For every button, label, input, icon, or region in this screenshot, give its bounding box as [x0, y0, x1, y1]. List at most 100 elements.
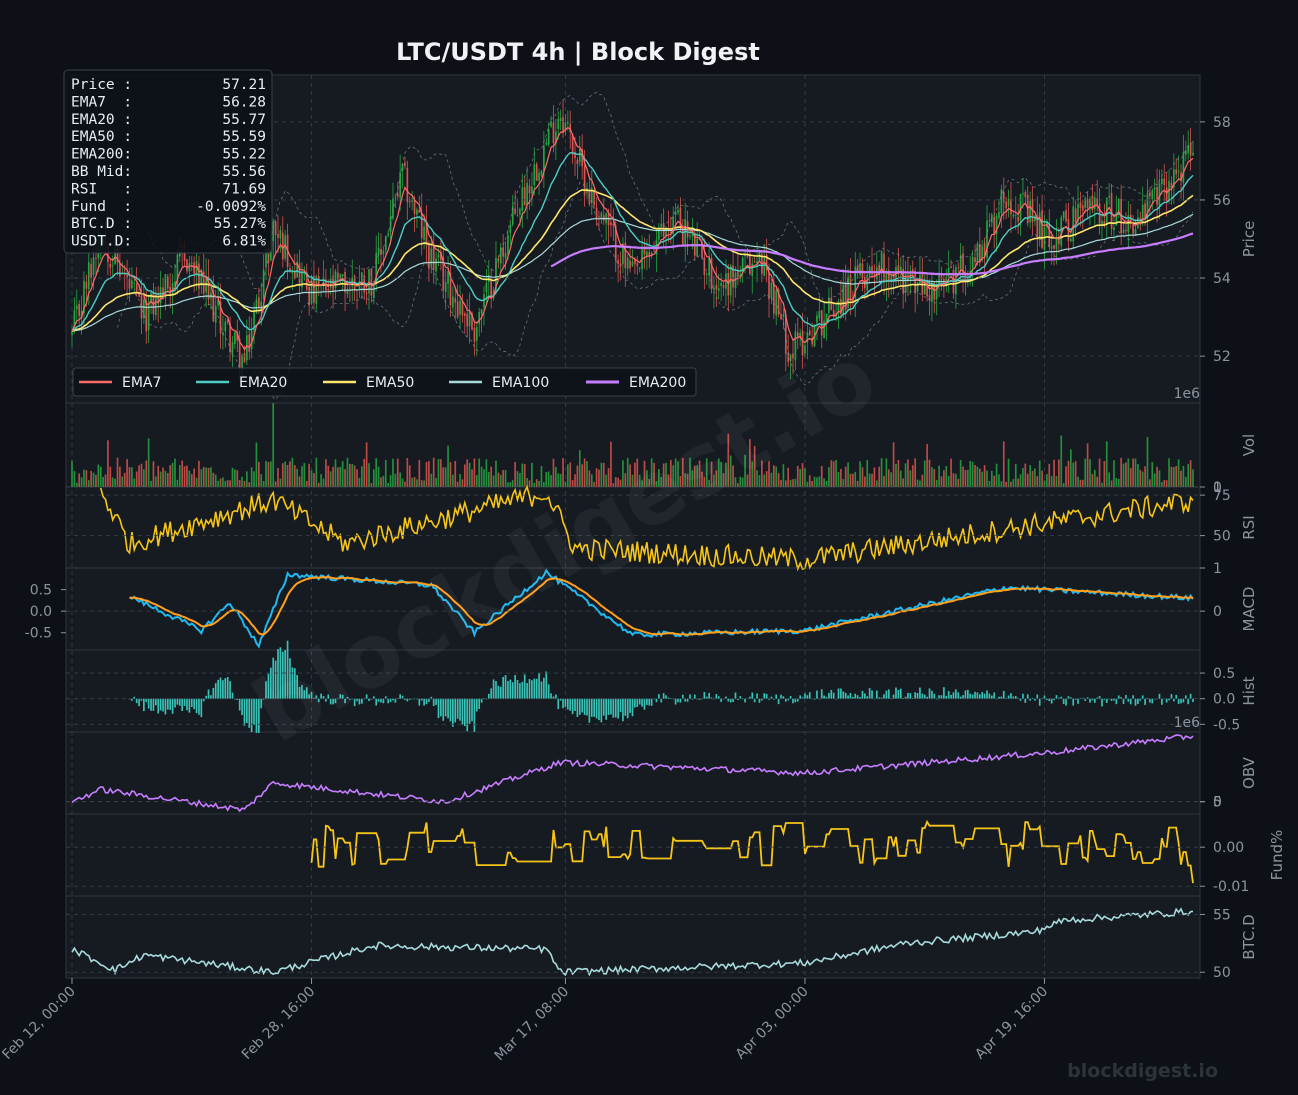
histogram-bar [428, 698, 430, 702]
volume-bar [943, 470, 945, 487]
histogram-bar [710, 697, 713, 699]
histogram-bar [715, 694, 718, 699]
histogram-bar [351, 698, 354, 700]
candle-body [789, 354, 792, 362]
candle-body [1007, 198, 1010, 206]
candle-body [986, 220, 988, 258]
volume-bar [507, 482, 509, 487]
obv-offset-text: 1e6 [1174, 715, 1201, 731]
candle-body [552, 122, 555, 144]
volume-bar [1175, 466, 1178, 487]
histogram-bar [923, 694, 926, 699]
candle-body [483, 294, 485, 308]
volume-bar [875, 480, 878, 487]
volume-bar [169, 465, 172, 487]
volume-bar [892, 442, 895, 487]
volume-bar [923, 460, 926, 487]
volume-bar [782, 464, 785, 487]
histogram-bar [1046, 698, 1048, 700]
volume-bar [1086, 443, 1089, 487]
candle-body [576, 159, 579, 165]
histogram-bar [749, 696, 751, 699]
histogram-bar [435, 698, 437, 706]
volume-bar [1187, 464, 1190, 487]
histogram-bar [408, 698, 411, 700]
volume-bar [301, 466, 303, 487]
histogram-bar [1014, 696, 1017, 699]
candle-body [648, 252, 651, 256]
histogram-bar [521, 681, 524, 699]
histogram-bar [267, 673, 270, 699]
volume-bar [217, 480, 219, 487]
histogram-bar [823, 695, 825, 699]
volume-bar [1149, 479, 1151, 487]
volume-bar [789, 479, 792, 487]
candle-body [662, 223, 665, 237]
candle-body [1187, 145, 1190, 153]
volume-bar [341, 461, 344, 487]
histogram-bar [588, 698, 591, 723]
candle-body [1029, 200, 1031, 223]
histogram-bar [988, 693, 991, 699]
y-tick-label: 56 [1213, 193, 1231, 209]
histogram-bar [919, 687, 921, 699]
volume-bar [852, 473, 854, 487]
panel-rsi [65, 486, 1201, 569]
volume-bar [92, 472, 95, 487]
histogram-bar [796, 698, 799, 702]
histogram-bar [281, 651, 284, 699]
candle-body [418, 209, 421, 213]
histogram-bar [349, 698, 351, 700]
volume-bar [564, 481, 567, 487]
candle-body [200, 269, 203, 286]
histogram-bar [382, 698, 385, 704]
volume-bar [643, 460, 646, 487]
candle-body [792, 353, 794, 359]
volume-bar [1127, 458, 1130, 487]
histogram-bar [1141, 695, 1144, 699]
histogram-bar [696, 698, 699, 700]
volume-bar [610, 441, 612, 487]
histogram-bar [782, 696, 785, 699]
histogram-bar [298, 687, 301, 699]
histogram-bar [181, 698, 184, 712]
volume-bar [1067, 460, 1070, 487]
volume-bar [205, 467, 207, 487]
info-label: EMA20 : [71, 112, 132, 128]
histogram-bar [1187, 698, 1190, 705]
candle-body [257, 297, 260, 308]
candle-body [131, 280, 133, 289]
volume-bar [523, 463, 526, 487]
volume-bar [444, 467, 447, 487]
volume-bar [820, 465, 823, 487]
histogram-bar [440, 698, 442, 717]
histogram-bar [861, 690, 864, 699]
volume-bar [392, 458, 394, 487]
histogram-bar [1012, 696, 1015, 699]
y-tick-label: 0 [1213, 795, 1222, 811]
volume-bar [837, 472, 840, 487]
volume-bar [1110, 480, 1113, 487]
volume-bar [190, 474, 193, 487]
histogram-bar [322, 696, 325, 699]
candle-body [528, 185, 531, 194]
volume-bar [365, 442, 368, 487]
histogram-bar [897, 689, 900, 699]
volume-bar [528, 480, 531, 487]
histogram-bar [198, 698, 200, 715]
candle-body [1122, 229, 1125, 233]
histogram-bar [257, 698, 260, 734]
panel-volume [65, 402, 1201, 488]
candle-body [375, 252, 378, 284]
volume-bar [1062, 483, 1065, 487]
histogram-bar [931, 690, 933, 699]
volume-bar [600, 462, 603, 487]
candle-body [842, 284, 845, 316]
histogram-bar [540, 681, 543, 699]
volume-bar [701, 471, 703, 487]
candle-body [73, 310, 76, 331]
histogram-bar [976, 692, 979, 699]
volume-bar [133, 478, 136, 487]
histogram-bar [1189, 693, 1192, 699]
histogram-bar [658, 694, 660, 699]
